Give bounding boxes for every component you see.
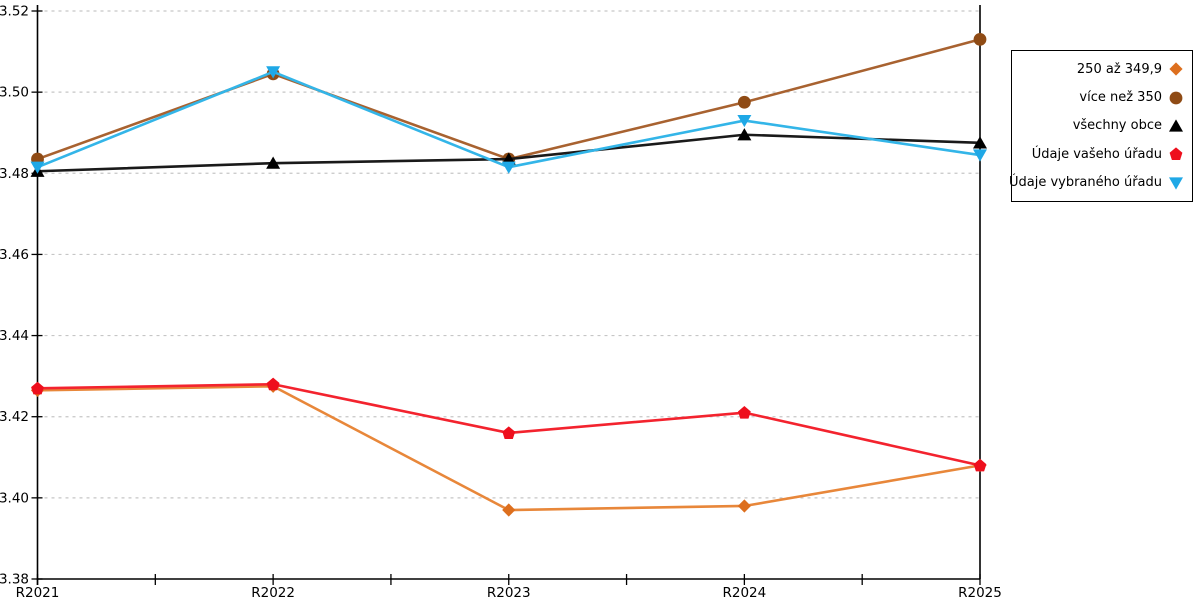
legend-label: všechny obce [1072,118,1162,134]
pentagon-marker [31,381,44,395]
axes: 3.38 3.40 3.42 3.44 3.46 3.48 3.50 3.52 R2021 R20… [0,4,1002,600]
triangle-up-marker [737,128,752,141]
x-tick-label: R2025 [958,585,1002,600]
circle-marker [1169,91,1183,104]
y-tick-label: 3.38 [0,572,29,588]
pentagon-marker [737,406,751,419]
triangle-down-marker [266,66,281,79]
diamond-marker-icon [1169,62,1183,76]
circle-marker-icon [1169,91,1183,104]
legend: 250 až 349,9 více než 350 všechny obce Ú… [1009,50,1193,202]
x-tick-label: R2021 [16,585,60,600]
legend-label: více než 350 [1079,90,1162,106]
pentagon-marker [973,458,987,472]
triangle-down-marker [737,114,752,128]
pentagon-marker [1169,147,1183,161]
series-line [36,382,982,467]
diamond-marker [737,499,751,513]
triangle-up-marker [973,136,987,149]
diamond-marker [502,503,516,517]
triangle-up-marker [266,156,281,169]
gridlines [37,10,980,499]
y-tick-label: 3.44 [0,328,29,344]
legend-item: všechny obce [1016,113,1183,139]
triangle-down-marker-icon [1169,177,1183,190]
legend-item: Údaje vybraného úřadu [1009,170,1183,196]
circle-marker [737,95,751,109]
x-tick-label: R2024 [723,585,767,600]
legend-label: Údaje vybraného úřadu [1008,175,1162,191]
x-tick-label: R2022 [251,585,295,600]
pentagon-marker-icon [1169,147,1183,161]
legend-item: Údaje vašeho úřadu [1016,141,1183,167]
series-4 [31,377,987,472]
legend-item: 250 až 349,9 [1016,56,1183,82]
y-tick-label: 3.46 [0,247,29,263]
circle-marker [973,33,987,46]
y-tick-label: 3.42 [0,409,29,425]
triangle-down-marker [30,161,45,174]
legend-item: více než 350 [1016,85,1183,111]
legend-label: Údaje vašeho úřadu [1031,146,1162,162]
legend-label: 250 až 349,9 [1076,61,1162,77]
triangle-up-marker [1169,119,1183,132]
y-tick-label: 3.52 [0,4,29,20]
y-tick-label: 3.48 [0,166,29,182]
series-2 [31,33,987,166]
triangle-down-marker [973,149,987,162]
pentagon-marker [502,426,516,439]
diamond-marker [1169,62,1183,76]
triangle-down-marker [501,161,516,174]
series-line [36,384,982,512]
x-tick-label: R2023 [487,585,531,600]
series-1 [30,379,987,517]
y-tick-label: 3.50 [0,85,29,101]
series-5 [30,66,987,174]
triangle-down-marker [1169,177,1183,190]
series-line [36,38,982,161]
pentagon-marker [266,377,280,391]
y-tick-label: 3.40 [0,490,29,506]
triangle-up-marker-icon [1169,119,1183,132]
